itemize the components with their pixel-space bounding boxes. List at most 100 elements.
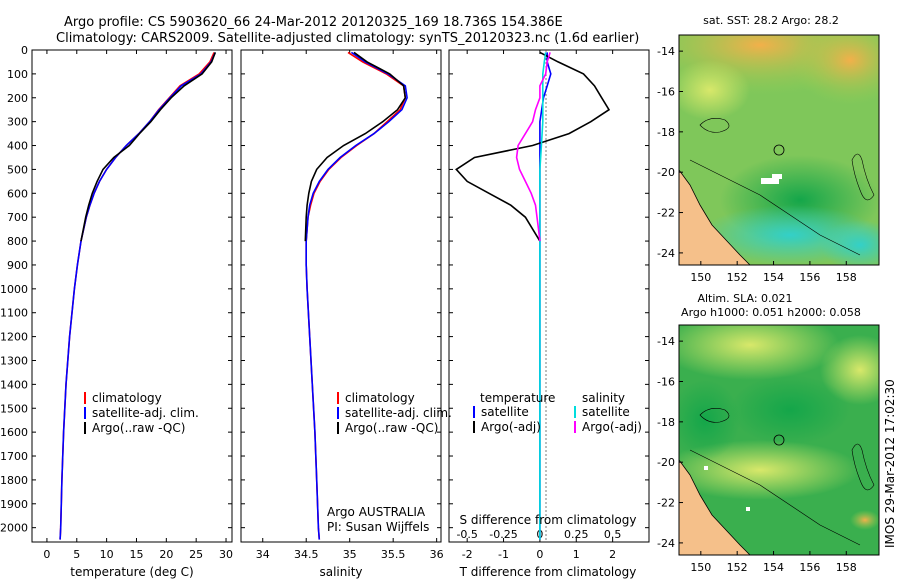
t-difference-label: T difference from climatology (459, 565, 637, 579)
x-tick-label: 35.5 (381, 548, 406, 561)
lon-tick-label: 156 (799, 271, 820, 284)
sst-land (679, 170, 750, 265)
salinity-legend: climatology satellite-adj. clim. Argo(..… (337, 391, 452, 435)
depth-tick-label: 900 (7, 259, 28, 272)
x-tick-label: 1 (573, 548, 580, 561)
lon-tick-label: 152 (727, 271, 748, 284)
difference-panel: -2 -1 0 1 2 -0.5 -0.25 0 0.25 0.5 S difference f… (448, 49, 650, 579)
s-tick-label: -0.25 (489, 528, 517, 541)
title-line-1: Argo profile: CS 5903620_66 24-Mar-2012 … (64, 15, 563, 30)
legend-salinity-title: salinity (582, 391, 625, 405)
legend-climatology-label: climatology (345, 391, 415, 405)
x-tick-label: 0 (43, 548, 50, 561)
series-line-climatology (305, 51, 407, 540)
lat-tick-label: -14 (657, 45, 675, 58)
s-difference-label: S difference from climatology (460, 513, 637, 527)
depth-tick-label: 1500 (0, 402, 28, 415)
s-tick-label: 0.5 (604, 528, 622, 541)
salinity-xlabel: salinity (319, 565, 362, 579)
sla-missing-data-1 (704, 466, 708, 470)
legend-argo-label: Argo(..raw -QC) (345, 421, 438, 435)
sst-warm-northeast (790, 35, 879, 105)
sst-map-frame (678, 34, 880, 266)
x-tick-label: 34 (256, 548, 270, 561)
depth-tick-label: 1000 (0, 283, 28, 296)
sla-coastline (679, 459, 751, 555)
sst-reef-outline-2 (851, 153, 875, 201)
x-tick-label: 35 (343, 548, 357, 561)
legend-satellite-label: satellite-adj. clim. (92, 406, 199, 420)
depth-tick-label: 1100 (0, 307, 28, 320)
sst-yellow-west (679, 60, 750, 120)
depth-tick-label: 300 (7, 116, 28, 129)
x-tick-label: -1 (498, 548, 509, 561)
difference-legend: temperature salinity satellite Argo(-adj… (473, 391, 642, 434)
lon-tick-label: 158 (836, 271, 857, 284)
sla-land (679, 460, 750, 555)
salinity-axes-frame (240, 49, 442, 543)
x-tick-label: 2 (609, 548, 616, 561)
salinity-depth-ticks (241, 49, 441, 529)
x-tick-label: 34.5 (294, 548, 319, 561)
depth-tick-label: 500 (7, 163, 28, 176)
sst-missing-data (761, 178, 779, 184)
sla-reef-contour (689, 449, 861, 546)
depth-tick-label: 1700 (0, 450, 28, 463)
lon-tick-label: 158 (836, 561, 857, 574)
x-tick-label: 10 (100, 548, 114, 561)
sst-axis-ticks: -14 -16 -18 -20 -22 -24 150 152 154 156 158 (657, 45, 857, 284)
imos-timestamp: IMOS 29-Mar-2012 17:02:30 (883, 379, 897, 548)
lon-tick-label: 150 (690, 271, 711, 284)
s-tick-label: 0.25 (564, 528, 589, 541)
sla-high-north (679, 325, 840, 380)
temperature-axes-frame (31, 49, 233, 543)
series-line-salinity-argo-adj- (515, 52, 551, 242)
temperature-x-axis: 0 5 10 15 20 25 30 (43, 50, 233, 561)
lat-tick-label: -16 (657, 85, 675, 98)
depth-tick-label: 600 (7, 187, 28, 200)
sst-missing-data-2 (772, 174, 782, 179)
legend-t-argo-label: Argo(-adj) (481, 420, 541, 434)
lat-tick-label: -24 (657, 247, 675, 260)
difference-s-axis: -0.5 -0.25 0 0.25 0.5 (456, 528, 621, 541)
lon-tick-label: 152 (727, 561, 748, 574)
lat-tick-label: -20 (657, 456, 675, 469)
legend-temperature-title: temperature (480, 391, 555, 405)
series-line-satellite-adj-clim- (305, 51, 408, 540)
sla-max-east (850, 510, 879, 530)
sst-reef-contour (689, 159, 861, 256)
depth-tick-label: 200 (7, 92, 28, 105)
temperature-xlabel: temperature (deg C) (70, 565, 193, 579)
series-line-satellite-adj-clim- (59, 52, 217, 540)
series-line-temperature-argo-adj- (455, 51, 611, 242)
sla-low-center (730, 375, 850, 445)
salinity-panel: 34 34.5 35 35.5 36 salinity climatology sate… (240, 49, 452, 579)
x-tick-label: -2 (462, 548, 473, 561)
sla-map-title-1: Altim. SLA: 0.021 (697, 292, 792, 305)
sst-map-title: sat. SST: 28.2 Argo: 28.2 (703, 14, 839, 27)
legend-argo-label: Argo(..raw -QC) (92, 421, 185, 435)
lat-tick-label: -16 (657, 375, 675, 388)
sla-float-marker (773, 434, 785, 446)
pi-note: PI: Susan Wijffels (327, 520, 429, 534)
legend-t-satellite-label: satellite (481, 405, 529, 419)
series-line-salinity-satellite (539, 52, 547, 540)
salinity-series (304, 51, 408, 540)
sla-map-title-2: Argo h1000: 0.051 h2000: 0.058 (681, 306, 861, 319)
sla-high-band (679, 440, 860, 500)
legend-climatology-label: climatology (92, 391, 162, 405)
sla-low-west (679, 380, 740, 460)
depth-tick-label: 1800 (0, 474, 28, 487)
depth-tick-label: 1300 (0, 354, 28, 367)
lat-tick-label: -20 (657, 166, 675, 179)
x-tick-label: 25 (189, 548, 203, 561)
sla-reef-outline-1 (699, 408, 730, 423)
lat-tick-label: -18 (657, 126, 675, 139)
salinity-x-axis: 34 34.5 35 35.5 36 (256, 50, 444, 561)
legend-satellite-label: satellite-adj. clim. (345, 406, 452, 420)
legend-s-argo-label: Argo(-adj) (582, 420, 642, 434)
depth-tick-label: 100 (7, 68, 28, 81)
x-tick-label: 0 (536, 548, 543, 561)
difference-depth-ticks (449, 49, 649, 529)
